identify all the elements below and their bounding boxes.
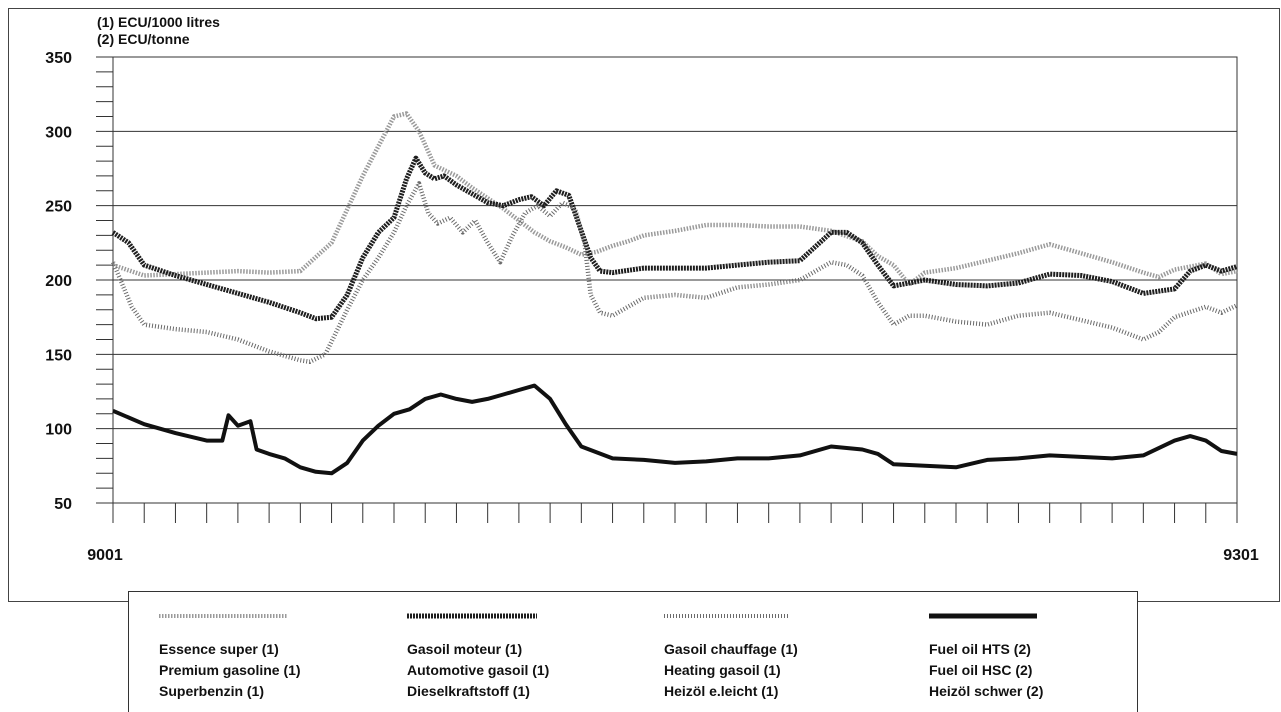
legend-label: Gasoil moteur (1) (407, 641, 523, 657)
y-tick-label: 50 (54, 496, 72, 513)
legend-label: Gasoil chauffage (1) (664, 641, 798, 657)
legend-column-gasoil-moteur: Gasoil moteur (1) Automotive gasoil (1) … (407, 592, 647, 712)
legend-label: Fuel oil HTS (2) (929, 641, 1031, 657)
legend-column-gasoil-chauffage: Gasoil chauffage (1) Heating gasoil (1) … (664, 592, 904, 712)
legend-label: Heizöl schwer (2) (929, 683, 1044, 699)
series-line-3 (110, 181, 1238, 365)
legend-label: Essence super (1) (159, 641, 279, 657)
legend-label: Fuel oil HSC (2) (929, 662, 1033, 678)
legend-label: Automotive gasoil (1) (407, 662, 550, 678)
legend-column-essence: Essence super (1) Premium gasoline (1) S… (159, 592, 399, 712)
legend-label: Superbenzin (1) (159, 683, 265, 699)
legend-column-fuel-oil: Fuel oil HTS (2) Fuel oil HSC (2) Heizöl… (929, 592, 1169, 712)
legend-swatch-essence-super (159, 614, 287, 618)
units-note-2: (2) ECU/tonne (97, 31, 190, 47)
y-tick-label: 150 (45, 347, 72, 364)
series-line-1 (112, 111, 1238, 287)
legend-label: Premium gasoline (1) (159, 662, 301, 678)
y-tick-label: 250 (45, 199, 72, 216)
chart-legend: Essence super (1) Premium gasoline (1) S… (128, 591, 1138, 712)
legend-swatch-gasoil-moteur (407, 613, 537, 619)
y-tick-label: 200 (45, 273, 72, 290)
x-tick-label: 9001 (87, 547, 123, 564)
legend-label: Dieselkraftstoff (1) (407, 683, 530, 699)
series-line-4 (112, 383, 1238, 476)
legend-swatch-fuel-oil-hts (929, 613, 1037, 619)
y-tick-label: 300 (45, 124, 72, 141)
legend-label: Heizöl e.leicht (1) (664, 683, 779, 699)
legend-label: Heating gasoil (1) (664, 662, 781, 678)
y-tick-label: 100 (45, 422, 72, 439)
units-note-1: (1) ECU/1000 litres (97, 14, 220, 30)
x-tick-label: 9301 (1223, 547, 1259, 564)
legend-swatch-gasoil-chauffage (664, 614, 789, 618)
y-tick-label: 350 (45, 50, 72, 67)
